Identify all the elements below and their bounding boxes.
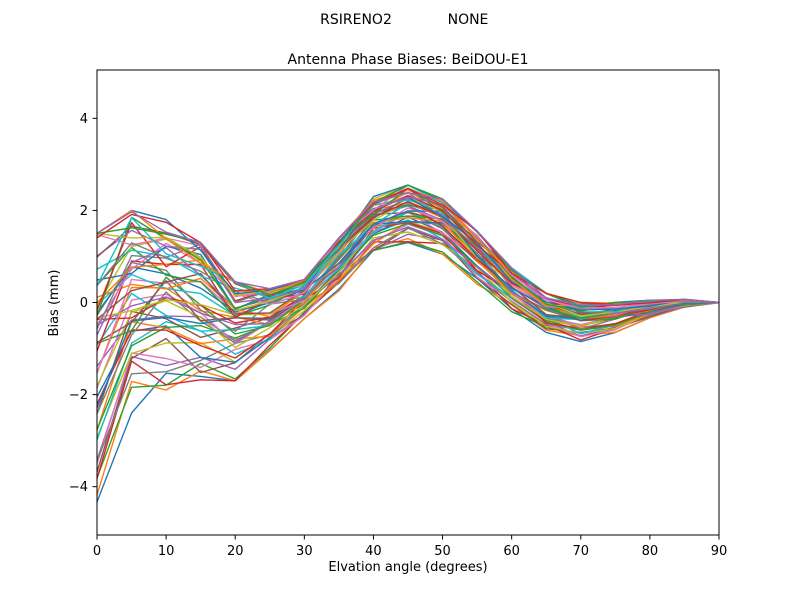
bias-line xyxy=(97,237,719,496)
x-tick-label: 90 xyxy=(711,544,728,559)
suptitle-right: NONE xyxy=(448,12,489,28)
x-tick-label: 40 xyxy=(365,544,382,559)
bias-line xyxy=(97,199,719,313)
x-tick-label: 30 xyxy=(296,544,313,559)
y-tick-label: 2 xyxy=(80,204,88,219)
bias-line xyxy=(97,194,719,326)
x-axis-label: Elvation angle (degrees) xyxy=(328,560,487,575)
bias-line xyxy=(97,222,719,431)
y-tick-label: 4 xyxy=(80,112,88,127)
bias-line xyxy=(97,223,719,465)
y-tick-label: −4 xyxy=(69,480,88,495)
bias-line xyxy=(97,231,719,439)
x-tick-label: 50 xyxy=(434,544,451,559)
bias-line xyxy=(97,210,719,322)
plot-lines xyxy=(97,184,719,503)
y-axis-ticks: −4 −2 0 2 4 xyxy=(69,112,97,495)
x-axis-ticks: 0 10 20 30 40 50 60 70 80 90 xyxy=(93,535,727,559)
chart-title: Antenna Phase Biases: BeiDOU-E1 xyxy=(288,52,529,68)
y-axis-label: Bias (mm) xyxy=(47,270,62,337)
x-tick-label: 70 xyxy=(573,544,590,559)
x-tick-label: 80 xyxy=(642,544,659,559)
x-tick-label: 0 xyxy=(93,544,101,559)
x-tick-label: 60 xyxy=(503,544,520,559)
bias-line xyxy=(97,192,719,306)
y-tick-label: 0 xyxy=(80,296,88,311)
x-tick-label: 10 xyxy=(158,544,175,559)
y-tick-label: −2 xyxy=(69,388,88,403)
x-tick-label: 20 xyxy=(227,544,244,559)
suptitle-left: RSIRENO2 xyxy=(320,12,392,28)
bias-line xyxy=(97,220,719,409)
